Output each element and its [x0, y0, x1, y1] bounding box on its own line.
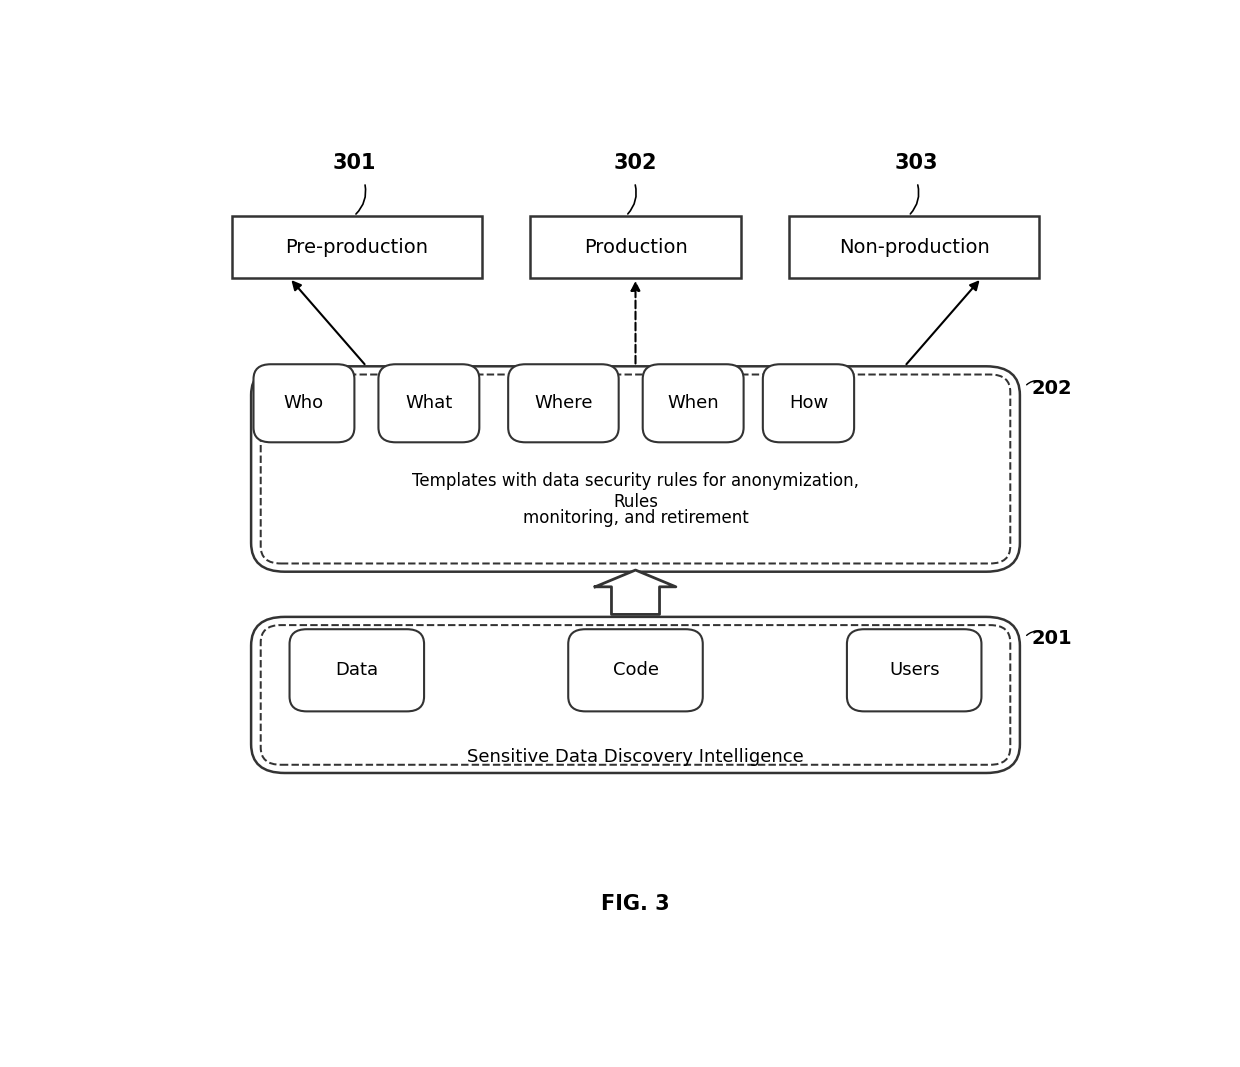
Bar — [529, 217, 742, 278]
Bar — [789, 217, 1039, 278]
Text: Sensitive Data Discovery Intelligence: Sensitive Data Discovery Intelligence — [467, 748, 804, 765]
FancyBboxPatch shape — [568, 630, 703, 712]
FancyBboxPatch shape — [253, 364, 355, 443]
FancyBboxPatch shape — [763, 364, 854, 443]
Text: Production: Production — [584, 238, 687, 257]
Text: Users: Users — [889, 662, 940, 680]
Text: 301: 301 — [332, 154, 376, 173]
Text: FIG. 3: FIG. 3 — [601, 894, 670, 914]
Text: Where: Where — [534, 395, 593, 412]
Text: Data: Data — [335, 662, 378, 680]
Text: Pre-production: Pre-production — [285, 238, 428, 257]
Text: When: When — [667, 395, 719, 412]
Text: Non-production: Non-production — [838, 238, 990, 257]
Text: What: What — [405, 395, 453, 412]
Text: Rules: Rules — [613, 493, 658, 511]
Text: 302: 302 — [614, 154, 657, 173]
Text: 201: 201 — [1032, 630, 1073, 649]
Polygon shape — [595, 570, 676, 615]
FancyBboxPatch shape — [642, 364, 744, 443]
Text: monitoring, and retirement: monitoring, and retirement — [522, 509, 749, 527]
FancyBboxPatch shape — [847, 630, 982, 712]
Text: 202: 202 — [1032, 379, 1073, 398]
Text: Templates with data security rules for anonymization,: Templates with data security rules for a… — [412, 473, 859, 491]
Text: Code: Code — [613, 662, 658, 680]
Text: Who: Who — [284, 395, 324, 412]
Text: How: How — [789, 395, 828, 412]
FancyBboxPatch shape — [378, 364, 480, 443]
FancyBboxPatch shape — [250, 366, 1019, 572]
Bar — [232, 217, 481, 278]
FancyBboxPatch shape — [508, 364, 619, 443]
FancyBboxPatch shape — [250, 617, 1019, 773]
FancyBboxPatch shape — [289, 630, 424, 712]
Text: 303: 303 — [895, 154, 939, 173]
